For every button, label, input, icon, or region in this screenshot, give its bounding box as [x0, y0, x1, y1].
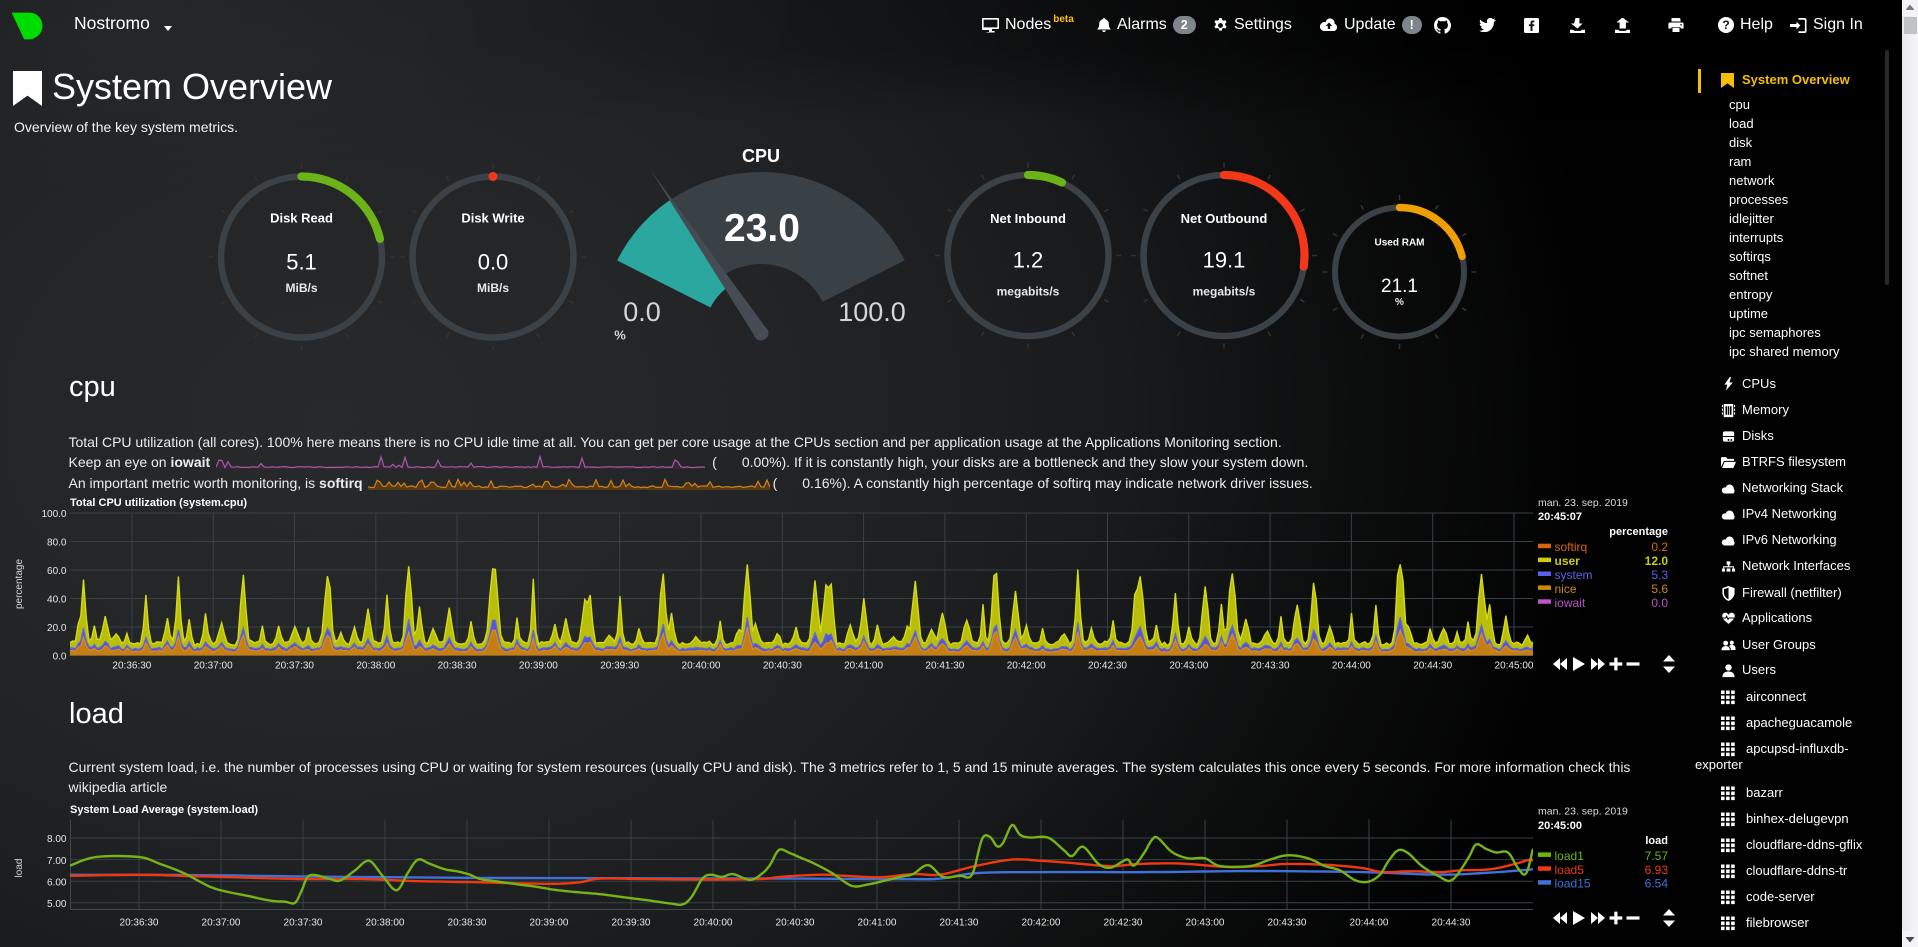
svg-text:man. 23. sep. 2019: man. 23. sep. 2019 — [1538, 806, 1628, 818]
svg-text:20:39:30: 20:39:30 — [600, 660, 639, 671]
svg-text:load: load — [14, 859, 25, 878]
svg-text:5.1: 5.1 — [286, 249, 317, 274]
svg-text:20:43:30: 20:43:30 — [1268, 917, 1307, 928]
svg-text:100.0: 100.0 — [838, 297, 906, 327]
svg-text:12.0: 12.0 — [1645, 554, 1669, 568]
svg-text:0.0: 0.0 — [53, 652, 67, 663]
svg-text:0.0: 0.0 — [478, 249, 509, 274]
svg-text:percentage: percentage — [1609, 526, 1668, 538]
svg-text:CPU: CPU — [742, 146, 780, 166]
svg-text:user: user — [1555, 554, 1581, 568]
svg-text:100.0: 100.0 — [41, 509, 66, 520]
svg-text:20:39:00: 20:39:00 — [519, 660, 558, 671]
svg-text:20:42:30: 20:42:30 — [1104, 917, 1143, 928]
svg-text:21.1: 21.1 — [1381, 276, 1418, 297]
svg-text:20:36:30: 20:36:30 — [120, 917, 159, 928]
svg-text:0.2: 0.2 — [1651, 540, 1668, 554]
svg-text:Net Outbound: Net Outbound — [1181, 211, 1268, 226]
svg-text:20:38:30: 20:38:30 — [438, 660, 477, 671]
svg-text:20:44:30: 20:44:30 — [1413, 660, 1452, 671]
svg-text:system: system — [1555, 568, 1593, 582]
svg-text:20:37:00: 20:37:00 — [194, 660, 233, 671]
svg-text:Used RAM: Used RAM — [1374, 238, 1424, 249]
svg-text:System Load Average (system.lo: System Load Average (system.load) — [70, 804, 258, 816]
svg-text:load1: load1 — [1555, 849, 1585, 863]
svg-text:20:40:30: 20:40:30 — [776, 917, 815, 928]
svg-text:20:40:00: 20:40:00 — [694, 917, 733, 928]
svg-text:20:45:00: 20:45:00 — [1495, 660, 1534, 671]
svg-text:5.6: 5.6 — [1651, 582, 1668, 596]
svg-text:load5: load5 — [1555, 863, 1585, 877]
svg-text:Total CPU utilization (system.: Total CPU utilization (system.cpu) — [70, 497, 247, 509]
svg-text:percentage: percentage — [14, 559, 25, 609]
svg-text:20:45:00: 20:45:00 — [1538, 820, 1582, 832]
svg-text:load: load — [1645, 835, 1668, 847]
svg-text:20.0: 20.0 — [47, 623, 67, 634]
svg-text:1.2: 1.2 — [1013, 247, 1044, 272]
svg-text:20:41:00: 20:41:00 — [858, 917, 897, 928]
svg-text:0.0: 0.0 — [1651, 596, 1668, 610]
svg-text:5.00: 5.00 — [47, 899, 67, 910]
svg-text:23.0: 23.0 — [724, 207, 800, 250]
svg-text:20:45:07: 20:45:07 — [1538, 511, 1582, 523]
svg-text:iowait: iowait — [1555, 596, 1586, 610]
svg-text:5.3: 5.3 — [1651, 568, 1668, 582]
svg-text:8.00: 8.00 — [47, 834, 67, 845]
svg-text:megabits/s: megabits/s — [1193, 284, 1256, 298]
svg-text:20:41:00: 20:41:00 — [844, 660, 883, 671]
svg-text:6.54: 6.54 — [1645, 877, 1669, 891]
svg-text:20:37:30: 20:37:30 — [275, 660, 314, 671]
svg-text:Disk Write: Disk Write — [461, 210, 524, 225]
svg-text:load15: load15 — [1555, 877, 1591, 891]
svg-text:?: ? — [1722, 18, 1729, 32]
svg-text:0.0: 0.0 — [623, 297, 661, 327]
svg-text:20:40:30: 20:40:30 — [763, 660, 802, 671]
svg-text:6.93: 6.93 — [1645, 863, 1669, 877]
svg-text:7.57: 7.57 — [1645, 849, 1669, 863]
svg-text:man. 23. sep. 2019: man. 23. sep. 2019 — [1538, 497, 1628, 509]
svg-text:20:39:00: 20:39:00 — [530, 917, 569, 928]
svg-text:60.0: 60.0 — [47, 566, 67, 577]
svg-text:softirq: softirq — [1555, 540, 1588, 554]
svg-text:20:37:00: 20:37:00 — [202, 917, 241, 928]
svg-text:20:43:00: 20:43:00 — [1169, 660, 1208, 671]
svg-text:MiB/s: MiB/s — [477, 281, 509, 295]
svg-text:20:38:00: 20:38:00 — [366, 917, 405, 928]
svg-text:20:38:30: 20:38:30 — [448, 917, 487, 928]
svg-text:MiB/s: MiB/s — [285, 281, 317, 295]
svg-text:20:36:30: 20:36:30 — [112, 660, 151, 671]
svg-text:megabits/s: megabits/s — [997, 284, 1060, 298]
svg-text:Disk Read: Disk Read — [270, 210, 333, 225]
svg-text:20:43:00: 20:43:00 — [1186, 917, 1225, 928]
svg-text:20:37:30: 20:37:30 — [284, 917, 323, 928]
svg-text:20:42:30: 20:42:30 — [1088, 660, 1127, 671]
svg-text:20:44:00: 20:44:00 — [1350, 917, 1389, 928]
svg-text:20:39:30: 20:39:30 — [612, 917, 651, 928]
svg-text:19.1: 19.1 — [1203, 247, 1246, 272]
svg-text:20:42:00: 20:42:00 — [1007, 660, 1046, 671]
svg-text:20:41:30: 20:41:30 — [925, 660, 964, 671]
svg-text:20:41:30: 20:41:30 — [940, 917, 979, 928]
svg-text:nice: nice — [1555, 582, 1577, 596]
svg-text:20:38:00: 20:38:00 — [356, 660, 395, 671]
svg-text:40.0: 40.0 — [47, 595, 67, 606]
svg-text:Net Inbound: Net Inbound — [990, 211, 1066, 226]
svg-text:7.00: 7.00 — [47, 856, 67, 867]
svg-text:20:42:00: 20:42:00 — [1022, 917, 1061, 928]
svg-text:20:44:00: 20:44:00 — [1332, 660, 1371, 671]
svg-text:20:40:00: 20:40:00 — [682, 660, 721, 671]
svg-text:%: % — [1395, 297, 1404, 308]
svg-text:%: % — [614, 328, 626, 343]
svg-text:20:44:30: 20:44:30 — [1432, 917, 1471, 928]
svg-text:20:43:30: 20:43:30 — [1251, 660, 1290, 671]
svg-text:80.0: 80.0 — [47, 538, 67, 549]
svg-text:6.00: 6.00 — [47, 877, 67, 888]
